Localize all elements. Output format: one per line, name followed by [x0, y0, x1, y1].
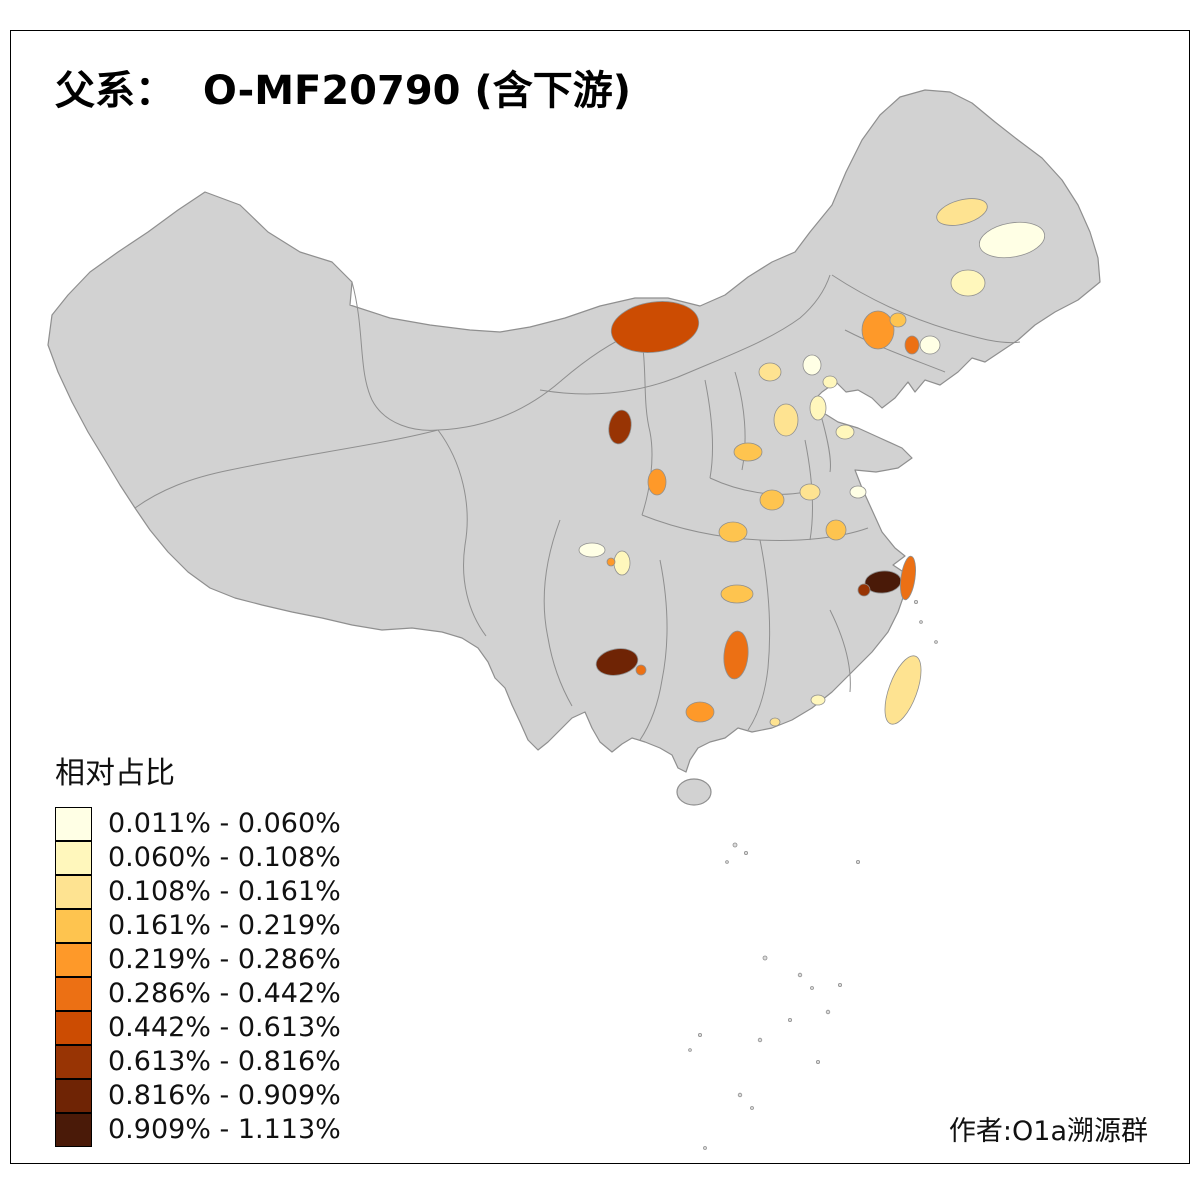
- legend-swatch: [55, 1113, 92, 1147]
- legend-label: 0.161% - 0.219%: [108, 910, 341, 941]
- legend-label: 0.286% - 0.442%: [108, 978, 341, 1009]
- legend-label: 0.816% - 0.909%: [108, 1080, 341, 1111]
- legend-label: 0.909% - 1.113%: [108, 1114, 341, 1145]
- legend-swatch: [55, 1079, 92, 1113]
- map-title: 父系： O-MF20790 (含下游): [55, 58, 631, 116]
- legend-item: 0.286% - 0.442%: [55, 976, 341, 1010]
- legend-label: 0.442% - 0.613%: [108, 1012, 341, 1043]
- legend-label: 0.108% - 0.161%: [108, 876, 341, 907]
- legend-swatch: [55, 1011, 92, 1045]
- legend-item: 0.161% - 0.219%: [55, 908, 341, 942]
- legend-item: 0.108% - 0.161%: [55, 874, 341, 908]
- author-credit: 作者:O1a溯源群: [949, 1109, 1148, 1148]
- legend: 相对占比 0.011% - 0.060%0.060% - 0.108%0.108…: [55, 748, 341, 1146]
- legend-items: 0.011% - 0.060%0.060% - 0.108%0.108% - 0…: [55, 806, 341, 1146]
- legend-label: 0.060% - 0.108%: [108, 842, 341, 873]
- legend-label: 0.219% - 0.286%: [108, 944, 341, 975]
- legend-swatch: [55, 943, 92, 977]
- legend-label: 0.011% - 0.060%: [108, 808, 341, 839]
- legend-item: 0.909% - 1.113%: [55, 1112, 341, 1146]
- legend-item: 0.060% - 0.108%: [55, 840, 341, 874]
- legend-item: 0.011% - 0.060%: [55, 806, 341, 840]
- legend-item: 0.613% - 0.816%: [55, 1044, 341, 1078]
- legend-item: 0.442% - 0.613%: [55, 1010, 341, 1044]
- legend-swatch: [55, 1045, 92, 1079]
- legend-swatch: [55, 977, 92, 1011]
- legend-swatch: [55, 807, 92, 841]
- legend-swatch: [55, 909, 92, 943]
- legend-item: 0.816% - 0.909%: [55, 1078, 341, 1112]
- legend-label: 0.613% - 0.816%: [108, 1046, 341, 1077]
- legend-swatch: [55, 875, 92, 909]
- legend-swatch: [55, 841, 92, 875]
- legend-item: 0.219% - 0.286%: [55, 942, 341, 976]
- legend-title: 相对占比: [55, 748, 341, 792]
